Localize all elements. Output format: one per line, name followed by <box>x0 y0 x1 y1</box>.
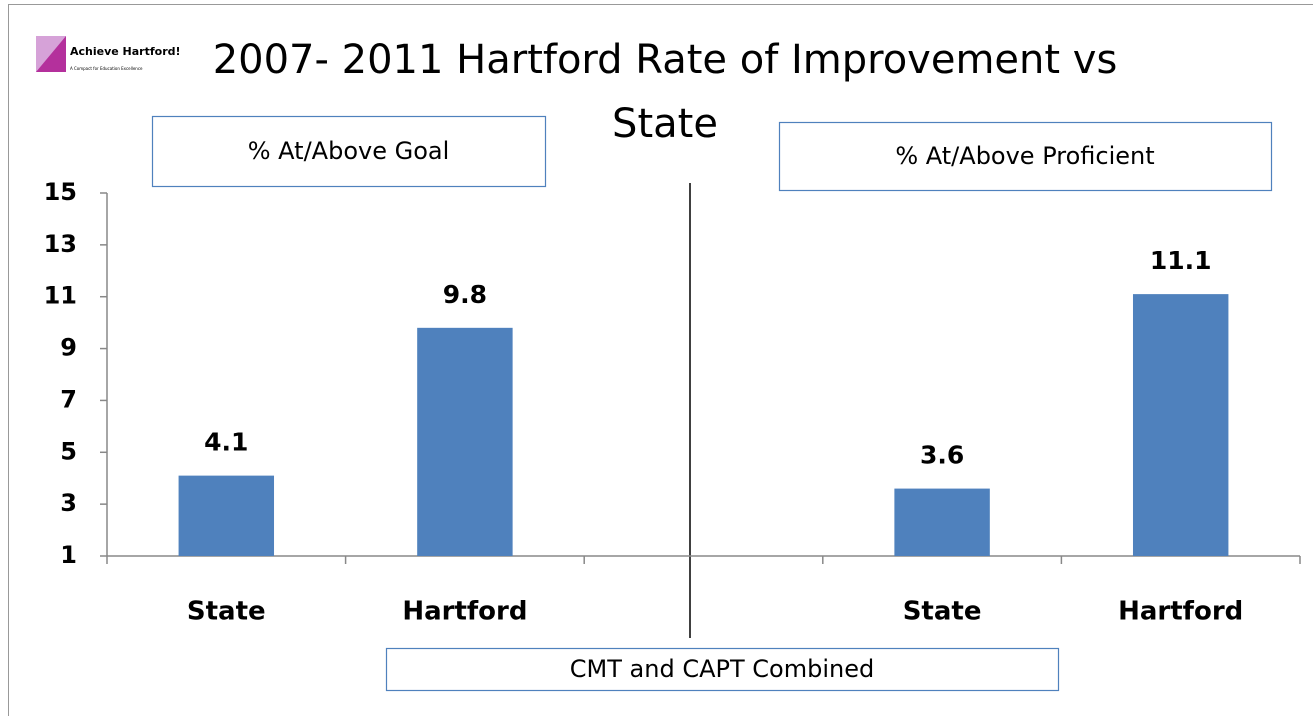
x-tick-label: Hartford <box>402 597 527 627</box>
chart-title: 2007- 2011 Hartford Rate of Improvement … <box>212 37 1118 147</box>
annotation-box <box>151 115 547 188</box>
frame <box>8 4 1313 716</box>
annotation: % At/Above Goal <box>248 137 450 165</box>
annotation: % At/Above Proficient <box>895 142 1154 170</box>
y-tick-label: 5 <box>60 437 77 465</box>
logo-tagline: A Compact for Education Excellence <box>70 66 143 71</box>
bar <box>417 327 513 556</box>
y-tick-label: 13 <box>44 230 77 258</box>
logo-name: Achieve Hartford! <box>70 45 181 58</box>
y-tick-label: 11 <box>44 282 77 310</box>
x-tick-label: State <box>187 597 266 627</box>
logo-triangle <box>36 36 66 72</box>
y-tick-label: 1 <box>60 541 77 569</box>
annotation: CMT and CAPT Combined <box>570 655 874 683</box>
bar <box>178 475 275 556</box>
annotation-box <box>778 121 1273 192</box>
x-tick-label: State <box>903 597 982 627</box>
data-label: 11.1 <box>1150 246 1212 275</box>
y-tick-label: 7 <box>60 385 77 413</box>
data-label: 3.6 <box>920 441 964 470</box>
data-label: 4.1 <box>204 428 248 457</box>
y-tick-label: 9 <box>60 334 77 362</box>
x-tick-label: Hartford <box>1118 597 1243 627</box>
y-tick-label: 15 <box>44 178 77 206</box>
bar <box>1132 294 1229 556</box>
y-tick-label: 3 <box>60 489 77 517</box>
logo-icon <box>36 36 66 72</box>
annotation-box <box>385 647 1060 692</box>
bar <box>894 488 990 556</box>
data-label: 9.8 <box>443 280 487 309</box>
